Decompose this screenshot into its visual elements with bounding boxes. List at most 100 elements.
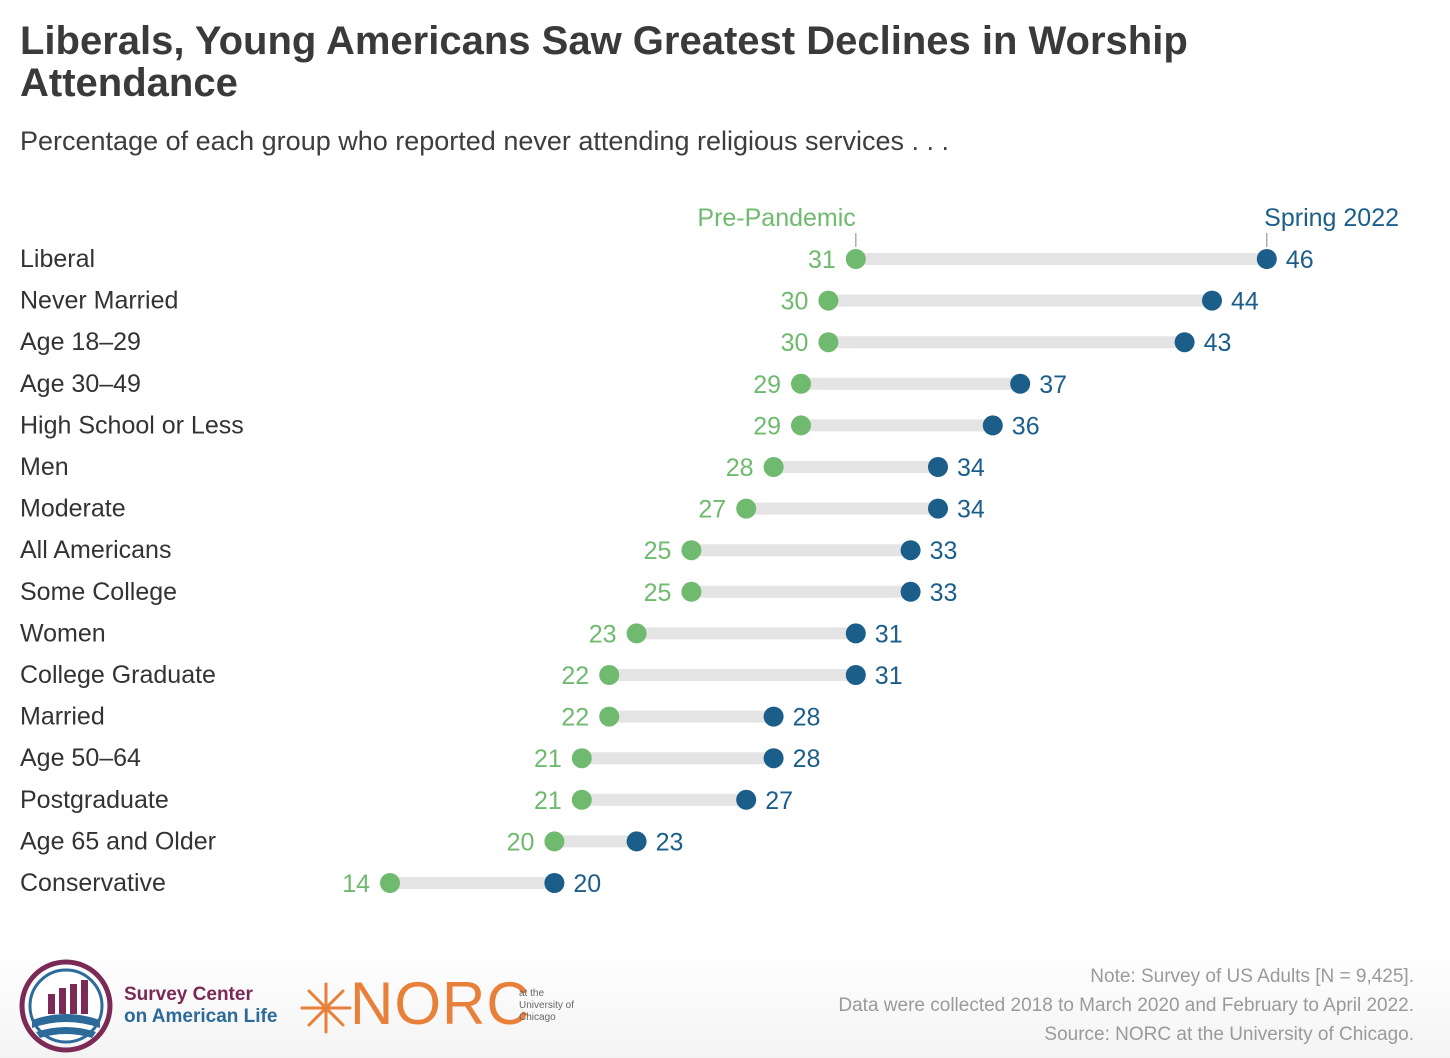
spring-2022-point — [982, 415, 1003, 436]
pre-pandemic-point — [681, 581, 702, 602]
pre-pandemic-point — [544, 831, 565, 852]
pre-pandemic-point — [818, 290, 839, 311]
pre-pandemic-point — [818, 332, 839, 353]
spring-2022-point — [736, 789, 757, 810]
row-label: Women — [20, 619, 106, 647]
pre-pandemic-value: 30 — [781, 329, 809, 357]
pre-pandemic-value: 22 — [561, 662, 589, 690]
spring-2022-point — [763, 748, 784, 769]
row-label: Postgraduate — [20, 786, 169, 814]
row-label: Age 18–29 — [20, 328, 141, 356]
norc-star-icon — [300, 982, 352, 1034]
chart-title: Liberals, Young Americans Saw Greatest D… — [20, 19, 1188, 105]
pre-pandemic-value: 30 — [781, 288, 809, 316]
row-label: Men — [20, 453, 69, 481]
chart-subtitle: Percentage of each group who reported ne… — [20, 126, 950, 156]
spring-2022-point — [900, 540, 921, 561]
note-line-2: Data were collected 2018 to March 2020 a… — [838, 995, 1414, 1016]
footer-notes: Note: Survey of US Adults [N = 9,425]. D… — [838, 962, 1414, 1049]
pre-pandemic-value: 31 — [808, 246, 836, 274]
survey-center-logo-icon — [19, 959, 113, 1053]
dumbbell-chart: Pre-Pandemic Spring 2022 Liberal 31 46 Never … — [20, 204, 1399, 898]
spring-2022-point — [845, 623, 866, 644]
pre-pandemic-value: 27 — [698, 496, 726, 524]
row-label: Some College — [20, 578, 177, 606]
spring-2022-value: 31 — [875, 620, 903, 648]
pre-pandemic-point — [791, 415, 811, 436]
spring-2022-point — [1174, 332, 1195, 353]
survey-center-logo-text: Survey Center on American Life — [124, 984, 277, 1028]
pre-pandemic-value: 21 — [534, 745, 562, 773]
pre-pandemic-point — [571, 748, 592, 769]
spring-2022-point — [1256, 249, 1277, 269]
spring-2022-value: 27 — [765, 787, 793, 815]
pre-pandemic-point — [599, 706, 620, 727]
pre-pandemic-value: 14 — [342, 870, 370, 898]
pre-pandemic-value: 25 — [644, 579, 672, 607]
pre-pandemic-value: 23 — [589, 620, 617, 648]
spring-2022-point — [1010, 373, 1031, 394]
pre-pandemic-point — [626, 623, 647, 644]
spring-2022-point — [626, 831, 647, 852]
spring-2022-value: 28 — [793, 704, 821, 732]
norc-small-1: at the — [519, 988, 545, 999]
spring-2022-value: 44 — [1231, 288, 1259, 316]
spring-2022-value: 37 — [1039, 371, 1067, 399]
spring-2022-point — [928, 457, 948, 477]
row-label: Never Married — [20, 287, 178, 315]
pre-pandemic-value: 29 — [753, 412, 781, 440]
pre-pandemic-point — [763, 457, 784, 477]
spring-2022-value: 20 — [573, 870, 601, 898]
spring-2022-value: 28 — [793, 745, 821, 773]
spring-2022-value: 36 — [1012, 412, 1040, 440]
row-label: All Americans — [20, 536, 171, 564]
pre-pandemic-point — [380, 873, 400, 893]
row-label: College Graduate — [20, 661, 216, 689]
footer-band — [0, 945, 1450, 1058]
pre-pandemic-point — [845, 249, 866, 269]
pre-pandemic-value: 20 — [507, 828, 535, 856]
pre-pandemic-value: 28 — [726, 454, 754, 482]
spring-2022-value: 43 — [1204, 329, 1232, 357]
spring-2022-point — [1202, 290, 1222, 311]
spring-2022-value: 23 — [656, 828, 684, 856]
logo1-line1: Survey Center — [124, 984, 253, 1005]
norc-small-3: Chicago — [519, 1012, 556, 1023]
row-label: Conservative — [20, 869, 166, 897]
spring-2022-value: 33 — [930, 537, 958, 565]
pre-pandemic-point — [791, 373, 811, 394]
legend-spring-2022: Spring 2022 — [1264, 204, 1399, 232]
pre-pandemic-point — [571, 789, 592, 810]
pre-pandemic-value: 21 — [534, 787, 562, 815]
note-line-3: Source: NORC at the University of Chicag… — [1044, 1024, 1414, 1045]
row-label: Married — [20, 703, 105, 731]
row-label: Moderate — [20, 495, 126, 523]
spring-2022-point — [928, 498, 948, 519]
spring-2022-value: 46 — [1286, 246, 1314, 274]
spring-2022-point — [845, 665, 866, 685]
spring-2022-value: 31 — [875, 662, 903, 690]
spring-2022-point — [900, 581, 921, 602]
row-label: Age 30–49 — [20, 370, 141, 398]
norc-small-2: University of — [519, 1000, 575, 1011]
spring-2022-value: 34 — [957, 496, 985, 524]
spring-2022-value: 34 — [957, 454, 985, 482]
spring-2022-point — [763, 706, 784, 727]
row-label: Liberal — [20, 245, 95, 273]
pre-pandemic-value: 29 — [753, 371, 781, 399]
row-label: Age 65 and Older — [20, 827, 216, 855]
row-label: High School or Less — [20, 411, 244, 439]
pre-pandemic-point — [599, 665, 620, 685]
pre-pandemic-value: 25 — [644, 537, 672, 565]
row-label: Age 50–64 — [20, 744, 141, 772]
spring-2022-value: 33 — [930, 579, 958, 607]
pre-pandemic-point — [736, 498, 757, 519]
pre-pandemic-point — [681, 540, 702, 561]
pre-pandemic-value: 22 — [561, 704, 589, 732]
note-line-1: Note: Survey of US Adults [N = 9,425]. — [1090, 966, 1414, 987]
norc-logo-text: NORC — [350, 970, 531, 1037]
logo1-line2: on American Life — [124, 1006, 278, 1027]
legend-pre-pandemic: Pre-Pandemic — [697, 204, 855, 232]
norc-logo-subtext: at the University of Chicago — [519, 988, 574, 1024]
spring-2022-point — [544, 873, 565, 893]
